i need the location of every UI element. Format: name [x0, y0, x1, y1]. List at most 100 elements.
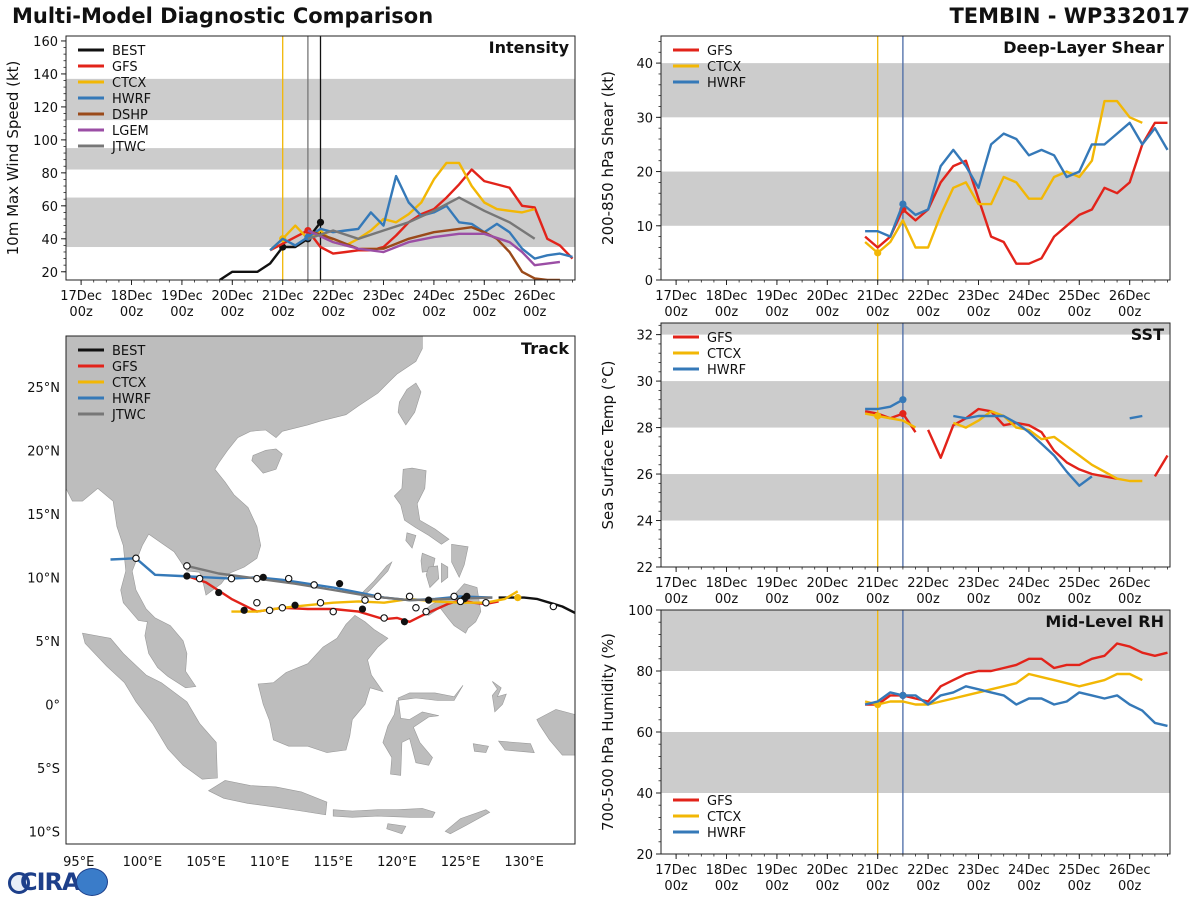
series-line-gfs	[864, 121, 1168, 265]
x-tick-label: 00z	[816, 879, 840, 894]
panel-intensity: 2040608010012014016017Dec00z18Dec00z19De…	[4, 35, 576, 320]
x-tick-label: 00z	[1068, 879, 1092, 894]
track-marker-open	[310, 581, 318, 589]
legend-label-ctcx: CTCX	[707, 347, 741, 362]
series-line-lgem	[307, 229, 561, 267]
x-tick-label: 00z	[1068, 305, 1092, 320]
x-tick-label: 23Dec	[958, 289, 1000, 304]
track-line-best	[498, 596, 575, 614]
x-tick-label: 00z	[816, 305, 840, 320]
lon-tick-label: 115°E	[313, 855, 353, 870]
x-tick-label: 19Dec	[161, 289, 203, 304]
hainan-land	[251, 448, 283, 474]
halmahera-land	[491, 681, 507, 713]
samar-leyte-land	[451, 543, 469, 579]
x-tick-label: 00z	[1118, 879, 1142, 894]
x-tick-label: 24Dec	[413, 289, 455, 304]
x-tick-label: 21Dec	[857, 289, 899, 304]
track-marker-filled	[425, 596, 433, 604]
x-tick-label: 00z	[1118, 305, 1142, 320]
lon-tick-label: 95°E	[63, 855, 94, 870]
mindanao-land	[421, 583, 482, 634]
legend-label-ctcx: CTCX	[707, 60, 741, 75]
y-tick-label: 20	[636, 848, 653, 863]
track-marker-filled	[358, 605, 367, 613]
shaded-band	[661, 323, 1170, 335]
luzon-land	[393, 467, 450, 545]
legend-label-gfs: GFS	[707, 794, 733, 809]
x-tick-label: 20Dec	[806, 576, 848, 591]
legend-label-hwrf: HWRF	[707, 826, 746, 841]
axes-frame	[65, 335, 576, 845]
y-tick-label: 0	[645, 274, 653, 289]
x-tick-label: 00z	[170, 305, 194, 320]
track-marker-open	[183, 562, 191, 570]
series-marker-gfs	[899, 410, 907, 418]
track-marker-filled	[183, 572, 191, 580]
x-tick-label: 00z	[664, 879, 688, 894]
track-marker-open	[253, 574, 261, 583]
lat-tick-label: 20°N	[27, 444, 60, 459]
y-tick-label: 40	[636, 57, 653, 72]
y-tick-label: 40	[41, 233, 58, 248]
storm-title: TEMBIN - WP332017	[949, 4, 1190, 28]
x-tick-label: 25Dec	[463, 289, 505, 304]
lat-tick-label: 10°S	[29, 825, 60, 840]
track-marker-filled	[215, 588, 223, 597]
legend-label-hwrf: HWRF	[707, 363, 746, 378]
track-marker-open	[278, 604, 287, 612]
x-tick-label: 22Dec	[907, 576, 949, 591]
x-tick-label: 25Dec	[1058, 289, 1100, 304]
track-marker-open	[132, 554, 140, 562]
map-area	[66, 336, 575, 844]
series-line-jtwc	[307, 196, 536, 240]
x-tick-label: 00z	[967, 879, 991, 894]
legend-label-hwrf: HWRF	[112, 92, 151, 107]
plot-area	[661, 323, 1170, 567]
track-marker-filled	[259, 573, 267, 581]
lat-tick-label: 10°N	[27, 571, 60, 586]
x-tick-label: 00z	[765, 879, 789, 894]
y-tick-label: 40	[636, 787, 653, 802]
shaded-band	[661, 732, 1170, 793]
series-marker-hwrf	[899, 396, 907, 404]
y-tick-label: 26	[636, 468, 653, 483]
y-tick-label: 120	[33, 101, 58, 116]
y-tick-label: 22	[636, 561, 653, 576]
x-tick-label: 20Dec	[806, 289, 848, 304]
x-tick-label: 00z	[916, 305, 940, 320]
sumatra-land	[82, 632, 218, 780]
y-tick-label: 100	[628, 604, 653, 619]
java-land	[207, 780, 328, 816]
track-marker-open	[227, 574, 236, 583]
x-tick-label: 00z	[715, 879, 739, 894]
x-tick-label: 25Dec	[1058, 863, 1100, 878]
track-marker-open	[450, 592, 458, 601]
x-tick-label: 19Dec	[756, 576, 798, 591]
negros-land	[425, 565, 440, 589]
x-tick-label: 00z	[715, 592, 739, 607]
cira-logo-text: CIRA	[20, 868, 81, 896]
x-tick-label: 18Dec	[706, 289, 748, 304]
shaded-band	[661, 171, 1170, 226]
series-line-hwrf	[865, 121, 1169, 238]
lon-tick-label: 130°E	[504, 855, 544, 870]
sumba-land	[386, 823, 407, 835]
series-line-gfs	[865, 642, 1168, 706]
track-marker-open	[456, 597, 465, 606]
series-marker-ctcx	[874, 249, 882, 257]
legend-label-jtwc: JTWC	[111, 408, 146, 423]
x-tick-label: 22Dec	[907, 863, 949, 878]
x-tick-label: 00z	[866, 879, 890, 894]
track-marker-open	[380, 614, 388, 622]
x-tick-label: 00z	[715, 305, 739, 320]
x-tick-label: 17Dec	[655, 289, 697, 304]
cebu-land	[441, 562, 449, 584]
x-tick-label: 00z	[372, 305, 396, 320]
y-tick-label: 80	[41, 167, 58, 182]
y-tick-label: 60	[636, 726, 653, 741]
lat-tick-label: 15°N	[27, 508, 60, 523]
figure-title: Multi-Model Diagnostic Comparison	[12, 4, 434, 28]
y-tick-label: 140	[33, 68, 58, 83]
series-line-gfs	[927, 407, 1169, 480]
